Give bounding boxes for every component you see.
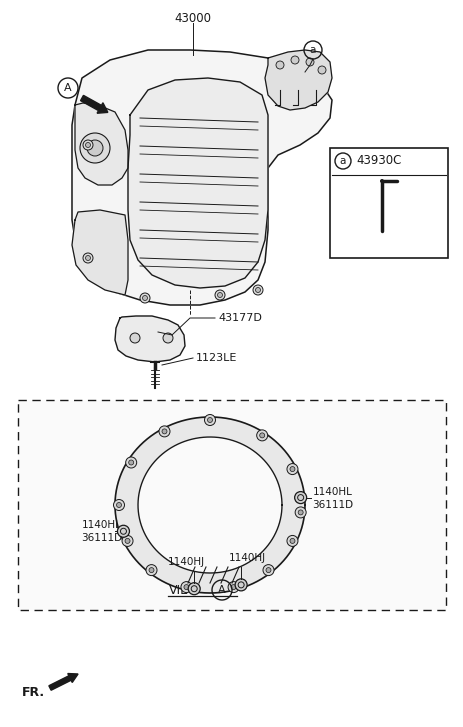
Circle shape — [128, 460, 133, 465]
Text: 43930C: 43930C — [355, 155, 400, 167]
Circle shape — [113, 499, 124, 510]
Text: 43000: 43000 — [174, 12, 211, 25]
Circle shape — [181, 582, 192, 593]
Circle shape — [294, 491, 306, 504]
Circle shape — [163, 333, 173, 343]
Circle shape — [146, 565, 156, 576]
Circle shape — [159, 426, 169, 437]
Text: 1123LE: 1123LE — [195, 353, 237, 363]
Text: 43177D: 43177D — [218, 313, 261, 323]
Circle shape — [231, 585, 236, 590]
Circle shape — [87, 140, 103, 156]
Text: 1140HL: 1140HL — [312, 486, 352, 497]
Circle shape — [217, 292, 222, 297]
Circle shape — [298, 510, 302, 515]
Circle shape — [289, 467, 294, 472]
Text: 36111D: 36111D — [312, 499, 353, 510]
Circle shape — [294, 492, 306, 503]
Circle shape — [235, 579, 247, 591]
Circle shape — [317, 66, 325, 74]
Circle shape — [207, 417, 212, 422]
Circle shape — [294, 507, 306, 518]
Circle shape — [289, 539, 294, 543]
Circle shape — [188, 583, 200, 595]
Bar — [18, 400, 445, 610]
Circle shape — [298, 495, 302, 500]
Circle shape — [275, 61, 283, 69]
Text: A: A — [64, 83, 72, 93]
Text: FR.: FR. — [22, 686, 45, 699]
Circle shape — [117, 526, 129, 537]
Text: A: A — [218, 585, 225, 595]
Circle shape — [286, 535, 297, 547]
Circle shape — [162, 429, 167, 434]
Circle shape — [227, 582, 238, 593]
Circle shape — [142, 295, 147, 300]
Circle shape — [116, 502, 121, 507]
Circle shape — [140, 293, 150, 303]
Circle shape — [83, 253, 93, 263]
Circle shape — [85, 142, 90, 148]
Circle shape — [259, 433, 264, 438]
Circle shape — [130, 333, 140, 343]
Circle shape — [83, 140, 93, 150]
Polygon shape — [115, 417, 304, 593]
Circle shape — [125, 539, 130, 543]
Circle shape — [265, 568, 270, 573]
Circle shape — [255, 287, 260, 292]
Text: 1140HJ: 1140HJ — [228, 553, 265, 563]
Circle shape — [149, 568, 154, 573]
Circle shape — [286, 464, 297, 475]
FancyArrow shape — [49, 673, 78, 690]
Circle shape — [214, 290, 225, 300]
Circle shape — [183, 585, 188, 590]
Circle shape — [80, 133, 110, 163]
Polygon shape — [115, 316, 185, 362]
Circle shape — [305, 58, 313, 66]
Bar — [329, 148, 447, 258]
Circle shape — [263, 565, 274, 576]
Text: a: a — [309, 45, 315, 55]
Text: 36111D: 36111D — [81, 534, 122, 543]
Text: 1140HL: 1140HL — [81, 521, 121, 530]
FancyArrow shape — [81, 95, 107, 113]
Circle shape — [252, 285, 263, 295]
Polygon shape — [75, 103, 128, 185]
Text: a: a — [339, 156, 345, 166]
Polygon shape — [72, 50, 332, 305]
Polygon shape — [128, 78, 268, 288]
Circle shape — [379, 179, 383, 183]
Polygon shape — [72, 210, 128, 295]
Circle shape — [204, 414, 215, 425]
Circle shape — [125, 457, 137, 468]
Circle shape — [122, 535, 133, 547]
Polygon shape — [264, 50, 332, 110]
Polygon shape — [138, 437, 282, 573]
Circle shape — [256, 430, 267, 441]
Circle shape — [85, 255, 90, 260]
Text: 1140HJ: 1140HJ — [167, 557, 204, 567]
Text: VIEW: VIEW — [169, 584, 201, 596]
Circle shape — [290, 56, 298, 64]
